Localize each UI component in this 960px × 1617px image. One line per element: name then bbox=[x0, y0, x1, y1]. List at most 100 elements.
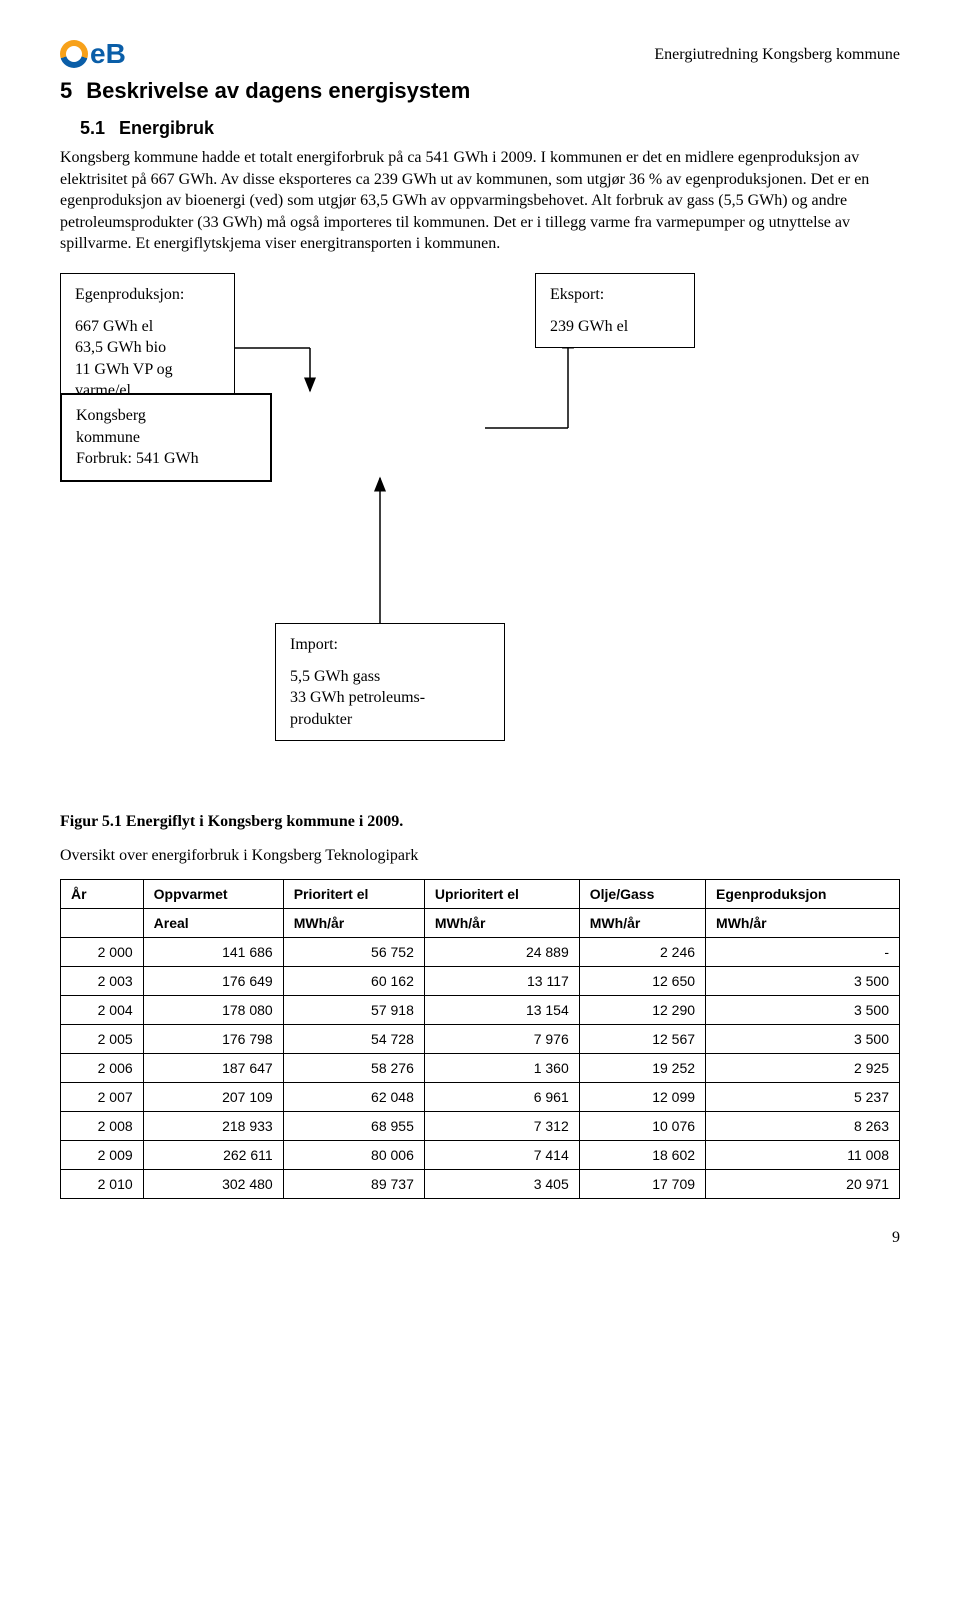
table-cell: 2 246 bbox=[579, 937, 705, 966]
body-paragraph: Kongsberg kommune hadde et totalt energi… bbox=[60, 147, 900, 255]
table-row: 2 004178 08057 91813 15412 2903 500 bbox=[61, 995, 900, 1024]
table-row: 2 003176 64960 16213 11712 6503 500 bbox=[61, 966, 900, 995]
table-row: 2 009262 61180 0067 41418 60211 008 bbox=[61, 1140, 900, 1169]
logo: eB bbox=[60, 40, 126, 68]
table-cell: 2 008 bbox=[61, 1111, 144, 1140]
table-cell: 24 889 bbox=[424, 937, 579, 966]
diagram-box-kommune: Kongsberg kommune Forbruk: 541 GWh bbox=[60, 393, 272, 482]
diagram-box-eksport: Eksport: 239 GWh el bbox=[535, 273, 695, 348]
eksport-line: 239 GWh el bbox=[550, 316, 680, 338]
table-header-cell: Olje/Gass bbox=[579, 879, 705, 908]
table-cell: 13 117 bbox=[424, 966, 579, 995]
table-cell: 2 010 bbox=[61, 1169, 144, 1198]
table-cell: 17 709 bbox=[579, 1169, 705, 1198]
logo-text: eB bbox=[90, 40, 126, 68]
import-line: produkter bbox=[290, 709, 490, 731]
section-heading: 5 Beskrivelse av dagens energisystem bbox=[60, 78, 900, 104]
page-header: eB Energiutredning Kongsberg kommune bbox=[60, 40, 900, 68]
subsection-heading: 5.1 Energibruk bbox=[80, 118, 900, 139]
table-cell: 12 650 bbox=[579, 966, 705, 995]
table-cell: 176 649 bbox=[143, 966, 283, 995]
table-cell: 7 312 bbox=[424, 1111, 579, 1140]
table-cell: 3 500 bbox=[706, 995, 900, 1024]
subsection-title-text: Energibruk bbox=[119, 118, 214, 138]
table-intro: Oversikt over energiforbruk i Kongsberg … bbox=[60, 847, 900, 865]
table-row: 2 008218 93368 9557 31210 0768 263 bbox=[61, 1111, 900, 1140]
table-row: 2 007207 10962 0486 96112 0995 237 bbox=[61, 1082, 900, 1111]
table-cell: 68 955 bbox=[283, 1111, 424, 1140]
document-title: Energiutredning Kongsberg kommune bbox=[654, 46, 900, 64]
table-cell: 187 647 bbox=[143, 1053, 283, 1082]
table-cell: 54 728 bbox=[283, 1024, 424, 1053]
table-cell: 60 162 bbox=[283, 966, 424, 995]
table-cell: 12 567 bbox=[579, 1024, 705, 1053]
table-header-cell bbox=[61, 908, 144, 937]
table-cell: 2 003 bbox=[61, 966, 144, 995]
table-cell: 218 933 bbox=[143, 1111, 283, 1140]
subsection-number: 5.1 bbox=[80, 118, 105, 138]
table-header-cell: MWh/år bbox=[283, 908, 424, 937]
table-cell: 62 048 bbox=[283, 1082, 424, 1111]
kommune-line: Forbruk: 541 GWh bbox=[76, 448, 256, 470]
table-cell: 20 971 bbox=[706, 1169, 900, 1198]
table-row: 2 000141 68656 75224 8892 246- bbox=[61, 937, 900, 966]
table-header-cell: Uprioritert el bbox=[424, 879, 579, 908]
table-cell: 3 500 bbox=[706, 966, 900, 995]
table-cell: 6 961 bbox=[424, 1082, 579, 1111]
table-header-cell: MWh/år bbox=[579, 908, 705, 937]
table-cell: 57 918 bbox=[283, 995, 424, 1024]
energy-flow-diagram: Egenproduksjon: 667 GWh el 63,5 GWh bio … bbox=[60, 273, 760, 793]
kommune-line: kommune bbox=[76, 427, 256, 449]
table-cell: 3 500 bbox=[706, 1024, 900, 1053]
table-cell: 302 480 bbox=[143, 1169, 283, 1198]
table-cell: 11 008 bbox=[706, 1140, 900, 1169]
table-header-cell: Oppvarmet bbox=[143, 879, 283, 908]
import-line: 33 GWh petroleums- bbox=[290, 687, 490, 709]
energy-table: År Oppvarmet Prioritert el Uprioritert e… bbox=[60, 879, 900, 1199]
table-header-cell: MWh/år bbox=[424, 908, 579, 937]
table-cell: 8 263 bbox=[706, 1111, 900, 1140]
table-cell: 3 405 bbox=[424, 1169, 579, 1198]
table-cell: 89 737 bbox=[283, 1169, 424, 1198]
table-cell: 207 109 bbox=[143, 1082, 283, 1111]
table-header-cell: Areal bbox=[143, 908, 283, 937]
table-cell: 56 752 bbox=[283, 937, 424, 966]
table-cell: 19 252 bbox=[579, 1053, 705, 1082]
table-header-row-1: År Oppvarmet Prioritert el Uprioritert e… bbox=[61, 879, 900, 908]
eksport-title: Eksport: bbox=[550, 284, 680, 306]
table-cell: 2 006 bbox=[61, 1053, 144, 1082]
section-number: 5 bbox=[60, 78, 72, 103]
table-cell: 2 009 bbox=[61, 1140, 144, 1169]
table-cell: 2 925 bbox=[706, 1053, 900, 1082]
table-header-cell: Prioritert el bbox=[283, 879, 424, 908]
table-cell: 262 611 bbox=[143, 1140, 283, 1169]
egenproduksjon-line: 63,5 GWh bio bbox=[75, 337, 220, 359]
section-title-text: Beskrivelse av dagens energisystem bbox=[86, 78, 470, 103]
table-cell: 141 686 bbox=[143, 937, 283, 966]
table-header-cell: År bbox=[61, 879, 144, 908]
table-cell: 2 004 bbox=[61, 995, 144, 1024]
table-header-row-2: Areal MWh/år MWh/år MWh/år MWh/år bbox=[61, 908, 900, 937]
table-cell: 58 276 bbox=[283, 1053, 424, 1082]
table-cell: 7 976 bbox=[424, 1024, 579, 1053]
table-cell: - bbox=[706, 937, 900, 966]
table-cell: 12 099 bbox=[579, 1082, 705, 1111]
table-cell: 1 360 bbox=[424, 1053, 579, 1082]
egenproduksjon-title: Egenproduksjon: bbox=[75, 284, 220, 306]
figure-caption: Figur 5.1 Energiflyt i Kongsberg kommune… bbox=[60, 813, 900, 831]
table-cell: 2 007 bbox=[61, 1082, 144, 1111]
egenproduksjon-line: 11 GWh VP og bbox=[75, 359, 220, 381]
table-cell: 12 290 bbox=[579, 995, 705, 1024]
kommune-line: Kongsberg bbox=[76, 405, 256, 427]
table-cell: 5 237 bbox=[706, 1082, 900, 1111]
table-cell: 7 414 bbox=[424, 1140, 579, 1169]
import-line: 5,5 GWh gass bbox=[290, 666, 490, 688]
page-number: 9 bbox=[60, 1229, 900, 1247]
diagram-box-egenproduksjon: Egenproduksjon: 667 GWh el 63,5 GWh bio … bbox=[60, 273, 235, 413]
table-cell: 18 602 bbox=[579, 1140, 705, 1169]
table-cell: 2 000 bbox=[61, 937, 144, 966]
table-header-cell: MWh/år bbox=[706, 908, 900, 937]
egenproduksjon-line: 667 GWh el bbox=[75, 316, 220, 338]
table-row: 2 005176 79854 7287 97612 5673 500 bbox=[61, 1024, 900, 1053]
logo-swirl-icon bbox=[60, 40, 88, 68]
